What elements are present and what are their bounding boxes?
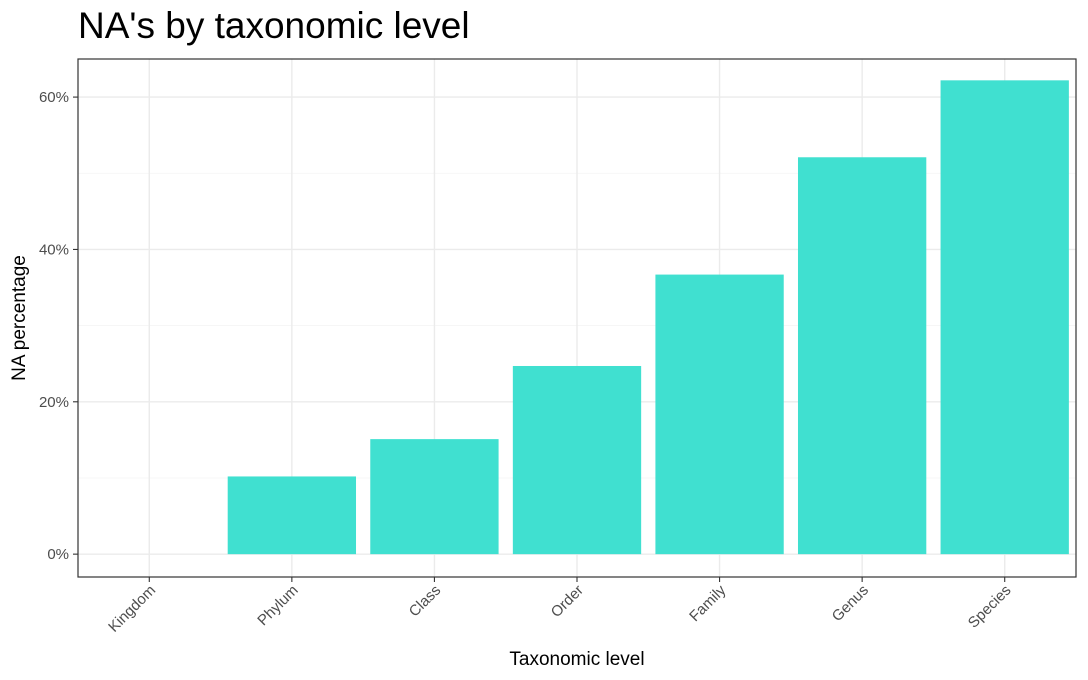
y-tick-label: 0%: [47, 546, 69, 563]
bar-family: [655, 274, 784, 555]
bar-order: [512, 365, 642, 555]
y-tick-label: 40%: [39, 241, 69, 258]
y-tick-label: 20%: [39, 394, 69, 411]
bar-class: [370, 439, 499, 555]
y-axis: 0% 20% 40% 60%: [39, 89, 78, 563]
x-axis-title: Taxonomic level: [509, 649, 644, 670]
bar-phylum: [227, 476, 357, 555]
chart-title: NA's by taxonomic level: [78, 5, 470, 46]
bar-species: [940, 80, 1069, 555]
bar-genus: [797, 157, 927, 555]
bars: [227, 80, 1069, 555]
y-axis-title: NA percentage: [9, 255, 30, 381]
y-tick-label: 60%: [39, 89, 69, 106]
